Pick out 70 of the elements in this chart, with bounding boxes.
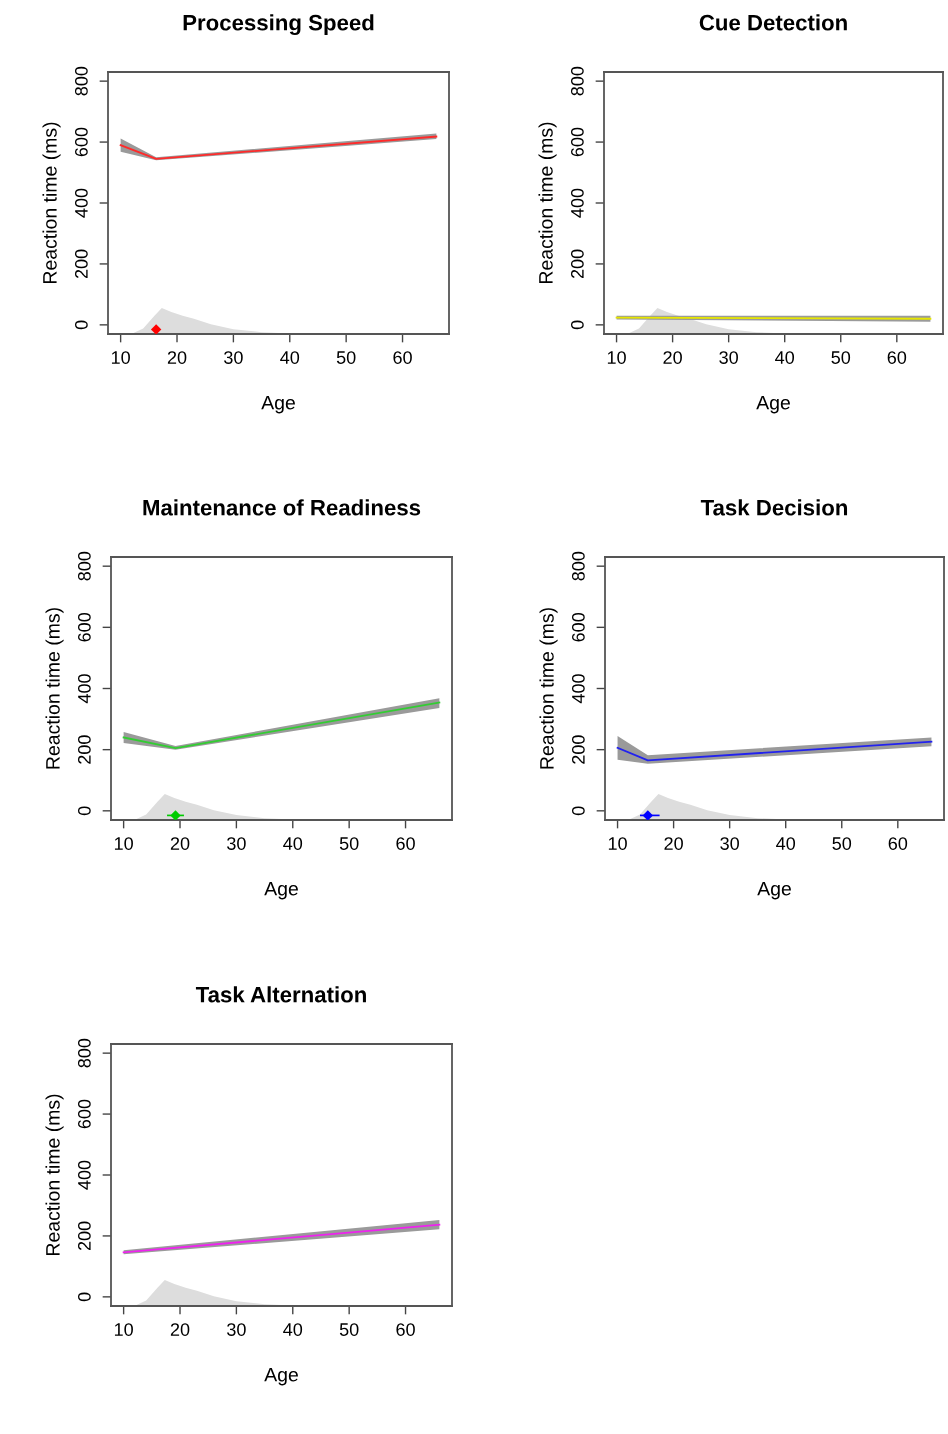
y-tick-label: 0: [571, 806, 585, 816]
y-tick-label: 800: [570, 66, 584, 96]
x-axis-title: Age: [264, 1367, 298, 1386]
y-tick-label: 400: [77, 1160, 91, 1190]
y-tick-label: 400: [77, 674, 91, 704]
y-tick-label: 400: [74, 188, 88, 218]
y-axis-title: Reaction time (ms): [45, 1094, 64, 1255]
chart-title: Processing Speed: [183, 14, 374, 36]
x-tick-label: 60: [888, 837, 908, 850]
x-tick-label: 50: [339, 1323, 359, 1336]
y-tick-label: 200: [570, 249, 584, 279]
x-tick-label: 20: [663, 351, 682, 364]
y-axis-title: Reaction time (ms): [45, 608, 64, 769]
x-axis-title: Age: [261, 395, 295, 414]
y-tick-label: 0: [77, 1292, 91, 1302]
y-tick-label: 600: [77, 1099, 91, 1129]
y-tick-label: 200: [74, 249, 88, 279]
y-tick-label: 600: [570, 127, 584, 157]
x-tick-label: 50: [339, 837, 359, 850]
x-tick-label: 30: [720, 837, 739, 850]
x-tick-label: 30: [227, 1323, 246, 1336]
x-tick-label: 30: [719, 351, 738, 364]
y-tick-label: 200: [77, 1221, 91, 1251]
y-tick-label: 200: [571, 735, 585, 764]
x-tick-label: 10: [607, 351, 626, 364]
chart-title: Task Alternation: [195, 986, 366, 1003]
x-tick-label: 50: [832, 837, 852, 850]
y-tick-label: 800: [571, 551, 585, 581]
x-axis-title: Age: [757, 881, 791, 900]
x-tick-label: 20: [170, 1323, 190, 1336]
y-axis-title: Reaction time (ms): [538, 122, 557, 283]
y-tick-label: 600: [74, 127, 88, 157]
x-tick-label: 40: [776, 837, 796, 850]
x-axis-title: Age: [264, 881, 298, 900]
x-tick-label: 30: [224, 351, 243, 364]
x-tick-label: 10: [111, 351, 130, 364]
x-tick-label: 10: [114, 1323, 133, 1336]
x-tick-label: 40: [283, 837, 303, 850]
y-tick-label: 0: [74, 320, 88, 330]
x-tick-label: 30: [227, 837, 246, 850]
y-tick-label: 600: [77, 612, 91, 642]
chart-title: Cue Detection: [699, 14, 847, 31]
y-tick-label: 600: [571, 612, 585, 642]
x-tick-label: 20: [170, 837, 190, 850]
y-tick-label: 400: [570, 188, 584, 218]
y-tick-label: 0: [570, 320, 584, 330]
y-axis-title: Reaction time (ms): [539, 608, 558, 769]
x-tick-label: 50: [831, 351, 851, 364]
x-tick-label: 40: [283, 1323, 303, 1336]
x-tick-label: 60: [887, 351, 907, 364]
x-tick-label: 10: [608, 837, 627, 850]
x-tick-label: 10: [114, 837, 133, 850]
x-tick-label: 20: [664, 837, 683, 850]
x-axis-title: Age: [756, 395, 790, 414]
x-tick-label: 20: [167, 351, 187, 364]
y-tick-label: 800: [77, 551, 91, 581]
x-tick-label: 60: [396, 1323, 415, 1336]
chart-title: Maintenance of Readiness: [143, 499, 421, 516]
x-tick-label: 40: [775, 351, 795, 364]
y-tick-label: 800: [77, 1038, 91, 1068]
y-axis-title: Reaction time (ms): [42, 122, 61, 283]
y-tick-label: 0: [77, 806, 91, 816]
x-tick-label: 60: [393, 351, 412, 364]
chart-title: Task Decision: [700, 499, 848, 516]
x-tick-label: 50: [336, 351, 356, 364]
x-tick-label: 60: [396, 837, 415, 850]
y-tick-label: 800: [74, 66, 88, 96]
y-tick-label: 400: [571, 674, 585, 704]
x-tick-label: 40: [280, 351, 300, 364]
y-tick-label: 200: [77, 735, 91, 764]
